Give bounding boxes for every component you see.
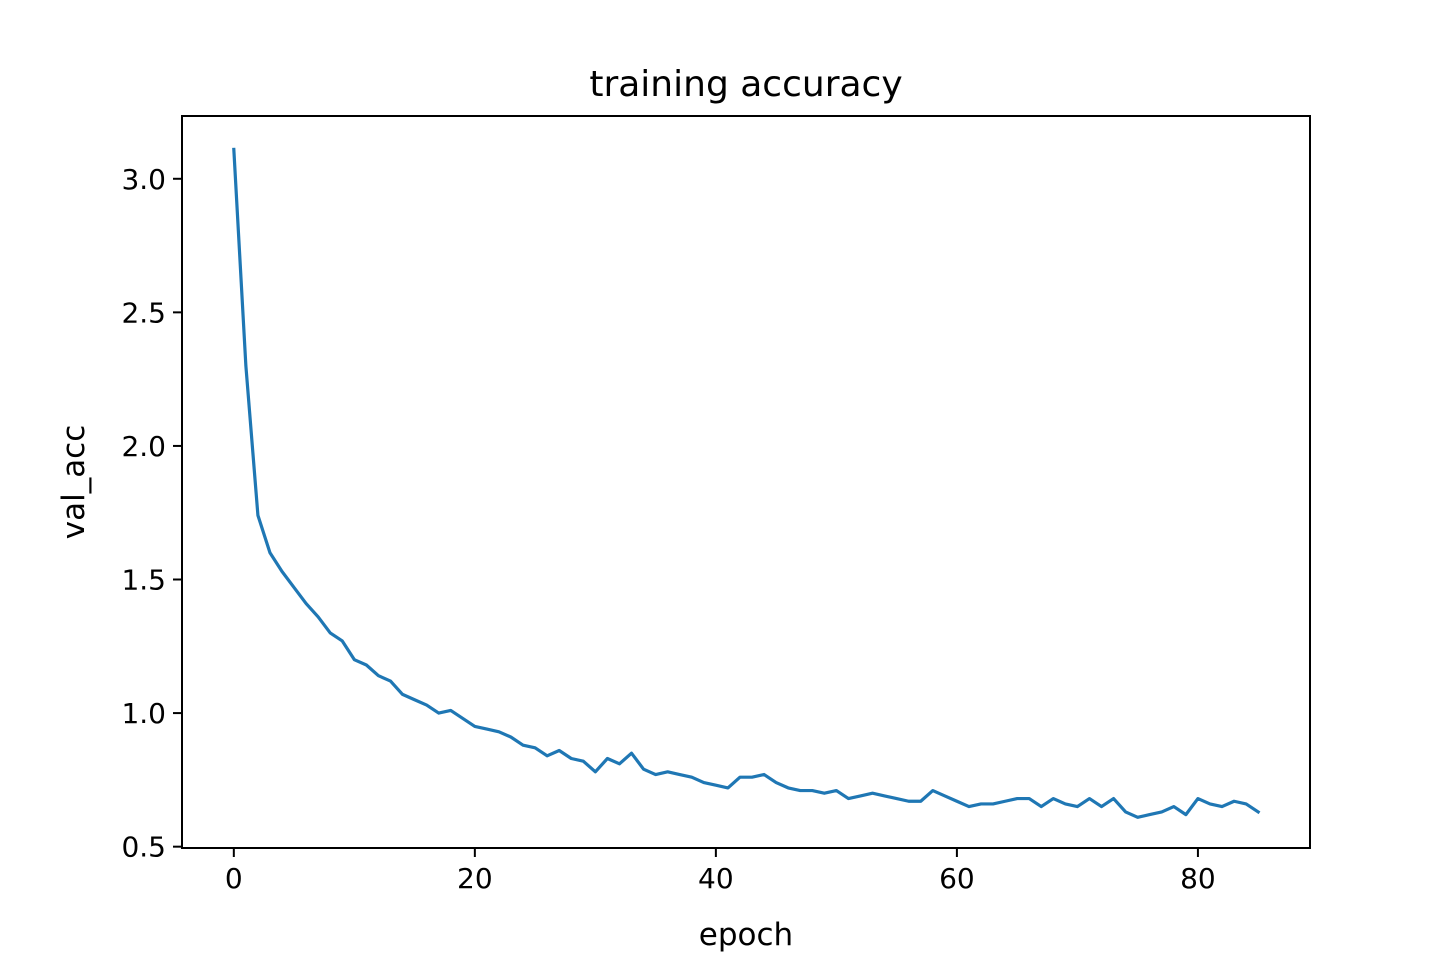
x-tick-label: 80 <box>1180 862 1216 895</box>
series-line-0 <box>232 147 1261 819</box>
x-axis-label: epoch <box>699 917 793 953</box>
series-layer <box>232 147 1261 819</box>
y-tick-label: 0.5 <box>121 831 166 864</box>
y-tick-label: 2.0 <box>121 430 166 463</box>
x-tick-label: 20 <box>457 862 493 895</box>
x-tick-label: 60 <box>939 862 975 895</box>
x-tick-label: 40 <box>698 862 734 895</box>
y-axis-label: val_acc <box>56 425 92 540</box>
chart-title: training accuracy <box>589 64 902 105</box>
x-tick-label: 0 <box>225 862 243 895</box>
y-tick-label: 1.0 <box>121 697 166 730</box>
tick-layer: 0 20 40 60 80 0.5 1.0 1.5 2.0 2.5 3.0 <box>121 163 1215 895</box>
y-tick-label: 3.0 <box>121 163 166 196</box>
y-tick-label: 2.5 <box>121 296 166 329</box>
y-tick-label: 1.5 <box>121 564 166 597</box>
plot-area-frame <box>181 115 1311 849</box>
